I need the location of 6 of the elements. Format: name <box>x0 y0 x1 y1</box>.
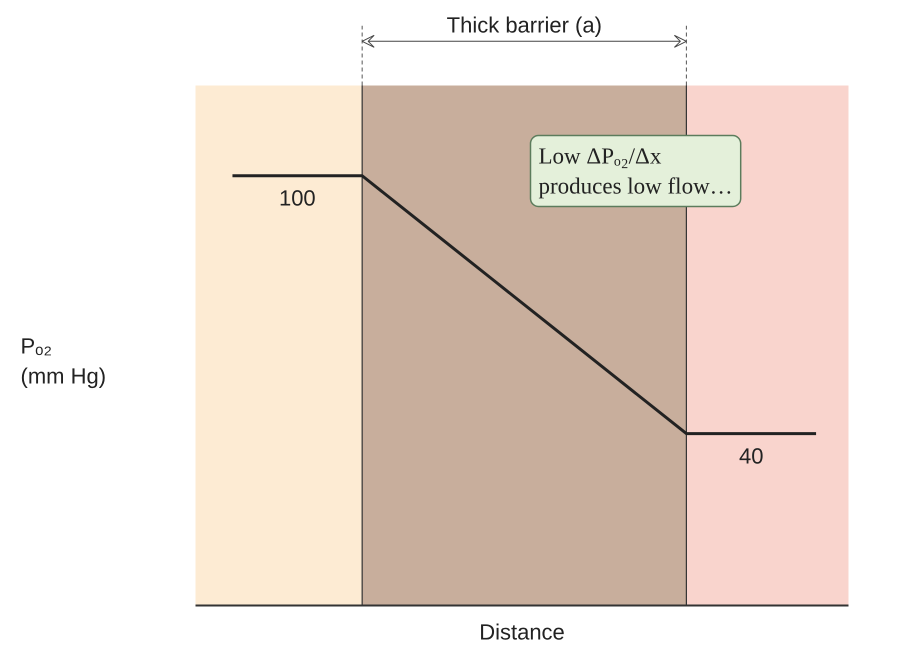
annotation: Low ΔPₒ₂/Δx produces low flow… <box>538 144 733 198</box>
x-axis-title: Distance <box>479 620 565 644</box>
y-axis-title: Pₒ₂ (mm Hg) <box>20 334 106 389</box>
text: Thick barrier (a) <box>446 12 602 38</box>
data-label: 40 <box>738 444 764 469</box>
data-label: 100 <box>278 186 316 211</box>
